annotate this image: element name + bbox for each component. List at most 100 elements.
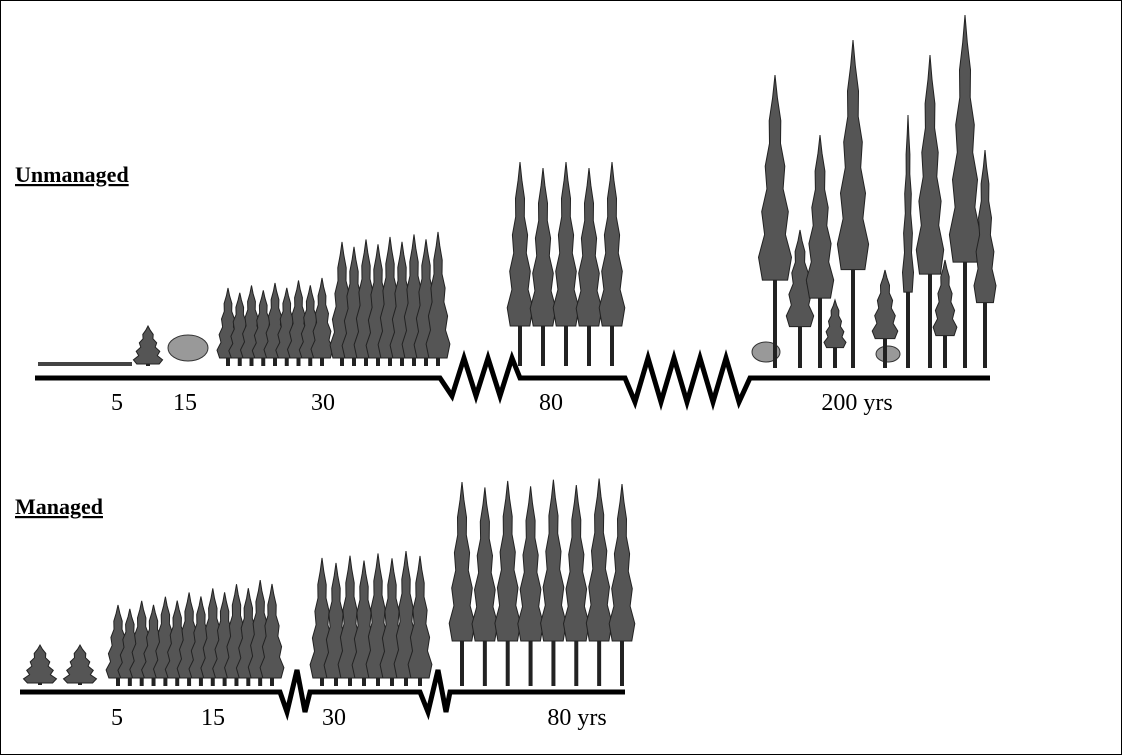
- tree: [552, 161, 580, 327]
- timeline: [20, 669, 625, 721]
- tree: [425, 231, 451, 359]
- trunk: [482, 637, 487, 686]
- tree: [915, 54, 945, 275]
- tree: [407, 555, 433, 679]
- trunk: [198, 674, 203, 686]
- trunk: [222, 674, 227, 686]
- tree: [62, 643, 98, 684]
- tree: [608, 483, 636, 642]
- trunk: [818, 294, 822, 368]
- trunk: [620, 637, 624, 686]
- trunk: [139, 674, 144, 686]
- trunk: [163, 674, 168, 686]
- tree: [575, 167, 603, 327]
- tree: [901, 114, 915, 293]
- trunk: [348, 674, 352, 686]
- trunk: [851, 265, 855, 368]
- trunk: [151, 674, 156, 686]
- trunk: [376, 674, 380, 686]
- trunk: [362, 674, 366, 686]
- trunk: [610, 322, 614, 366]
- trunk: [210, 674, 215, 686]
- trunk: [258, 674, 263, 686]
- tree: [310, 277, 334, 359]
- trunk: [352, 354, 356, 366]
- trunk: [320, 674, 324, 686]
- time-label: 5: [111, 390, 123, 416]
- tree: [836, 39, 870, 271]
- trunk: [127, 674, 132, 686]
- trunk: [883, 334, 887, 368]
- tree: [471, 487, 499, 642]
- trunk: [296, 354, 301, 366]
- trunk: [587, 322, 591, 366]
- trunk: [412, 354, 416, 366]
- tree: [598, 161, 626, 327]
- trunk: [320, 354, 324, 366]
- trunk: [390, 674, 394, 686]
- trunk: [906, 288, 910, 368]
- tree: [562, 485, 590, 642]
- tree: [948, 14, 982, 263]
- tree: [506, 161, 534, 327]
- trunk: [460, 637, 464, 686]
- trunk: [187, 674, 192, 686]
- time-label: 80 yrs: [547, 705, 606, 731]
- trunk: [308, 354, 313, 366]
- tree: [494, 480, 522, 642]
- tree: [823, 298, 847, 349]
- tree: [448, 481, 476, 642]
- time-label: 15: [201, 705, 225, 731]
- tree: [517, 486, 544, 642]
- trunk: [541, 322, 545, 366]
- trees: [22, 14, 997, 686]
- trunk: [928, 270, 932, 368]
- trunk: [246, 674, 251, 686]
- tree: [805, 134, 835, 299]
- trunk: [505, 637, 510, 686]
- section-title: Managed: [15, 494, 103, 519]
- trunk: [404, 674, 408, 686]
- trunk: [773, 276, 777, 368]
- trunk: [597, 637, 602, 686]
- time-label: 15: [173, 390, 197, 416]
- trunk: [270, 674, 274, 686]
- trunk: [249, 354, 254, 366]
- tree: [973, 149, 997, 304]
- tree: [132, 324, 164, 365]
- trunk: [424, 354, 428, 366]
- trunk: [564, 322, 568, 366]
- shrub: [875, 345, 901, 363]
- trunk: [983, 298, 987, 368]
- trunk: [261, 354, 266, 366]
- trunk: [418, 674, 422, 686]
- trunk: [798, 322, 802, 368]
- trunk: [284, 354, 289, 366]
- shrub: [167, 334, 209, 362]
- trunk: [340, 354, 344, 366]
- trunk: [334, 674, 338, 686]
- trunk: [574, 637, 579, 686]
- time-label: 5: [111, 705, 123, 731]
- time-label: 30: [322, 705, 346, 731]
- time-label: 80: [539, 390, 563, 416]
- trunk: [175, 674, 180, 686]
- trunk: [963, 258, 967, 368]
- trunk: [518, 322, 522, 366]
- trunk: [376, 354, 380, 366]
- trunk: [234, 674, 239, 686]
- tree: [785, 229, 815, 328]
- trunk: [116, 674, 120, 686]
- timeline: [35, 349, 990, 411]
- tree: [22, 643, 58, 684]
- tree: [259, 583, 285, 679]
- tree: [871, 269, 899, 340]
- trunk: [388, 354, 392, 366]
- trunk: [364, 354, 368, 366]
- section-title: Unmanaged: [15, 162, 129, 187]
- trunk: [528, 637, 533, 686]
- trunk: [436, 354, 440, 366]
- trunk: [273, 354, 277, 366]
- trunk: [226, 354, 230, 366]
